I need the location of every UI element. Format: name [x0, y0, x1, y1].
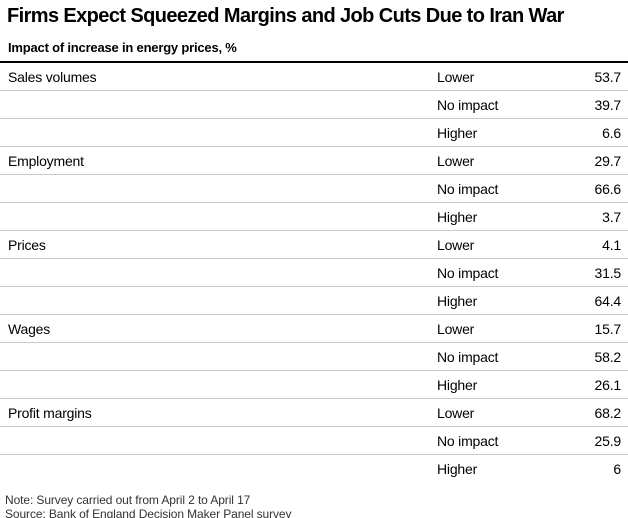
footnotes: Note: Survey carried out from April 2 to… [5, 493, 620, 518]
impact-label-cell: No impact [437, 96, 499, 113]
impact-label-cell: No impact [437, 348, 499, 365]
impact-label-cell: Higher [437, 124, 478, 141]
value-cell: 6 [613, 460, 621, 477]
source-text: Source: Bank of England Decision Maker P… [5, 506, 292, 518]
table-row: Wages Lower 15.7 [0, 314, 628, 342]
impact-label-cell: Lower [437, 320, 475, 337]
table-row: Employment Lower 29.7 [0, 146, 628, 174]
category-cell: Prices [8, 236, 46, 253]
value-cell: 15.7 [594, 320, 622, 337]
table-row: Higher 6 [0, 454, 628, 482]
value-cell: 3.7 [602, 208, 621, 225]
impact-label-cell: Lower [437, 236, 475, 253]
note-text: Note: Survey carried out from April 2 to… [5, 493, 251, 507]
impact-label-cell: Higher [437, 292, 478, 309]
value-cell: 29.7 [594, 152, 622, 169]
impact-label-cell: Higher [437, 460, 478, 477]
impact-label-cell: Lower [437, 68, 475, 85]
impact-label-cell: No impact [437, 180, 499, 197]
value-cell: 64.4 [594, 292, 622, 309]
value-cell: 39.7 [594, 96, 622, 113]
table-row: Higher 6.6 [0, 118, 628, 146]
impact-label-cell: Higher [437, 208, 478, 225]
table-row: Sales volumes Lower 53.7 [0, 63, 628, 90]
value-cell: 26.1 [594, 376, 622, 393]
table-row: Higher 26.1 [0, 370, 628, 398]
table-row: Profit margins Lower 68.2 [0, 398, 628, 426]
chart-title: Firms Expect Squeezed Margins and Job Cu… [7, 5, 564, 27]
value-cell: 68.2 [594, 404, 622, 421]
impact-label-cell: Lower [437, 404, 475, 421]
value-cell: 66.6 [594, 180, 622, 197]
table-row: No impact 66.6 [0, 174, 628, 202]
impact-label-cell: Lower [437, 152, 475, 169]
table-row: No impact 58.2 [0, 342, 628, 370]
chart-subtitle: Impact of increase in energy prices, % [8, 40, 237, 55]
table-row: No impact 25.9 [0, 426, 628, 454]
table-row: No impact 31.5 [0, 258, 628, 286]
impact-table: Sales volumes Lower 53.7 No impact 39.7 Highe… [0, 61, 628, 482]
value-cell: 4.1 [602, 236, 621, 253]
value-cell: 6.6 [602, 124, 621, 141]
value-cell: 31.5 [594, 264, 622, 281]
value-cell: 58.2 [594, 348, 622, 365]
table-row: No impact 39.7 [0, 90, 628, 118]
value-cell: 25.9 [594, 432, 622, 449]
impact-label-cell: Higher [437, 376, 478, 393]
value-cell: 53.7 [594, 68, 622, 85]
category-cell: Profit margins [8, 404, 92, 421]
category-cell: Wages [8, 320, 51, 337]
category-cell: Employment [8, 152, 84, 169]
impact-label-cell: No impact [437, 264, 499, 281]
category-cell: Sales volumes [8, 68, 97, 85]
table-row: Higher 3.7 [0, 202, 628, 230]
impact-label-cell: No impact [437, 432, 499, 449]
table-row: Prices Lower 4.1 [0, 230, 628, 258]
table-row: Higher 64.4 [0, 286, 628, 314]
